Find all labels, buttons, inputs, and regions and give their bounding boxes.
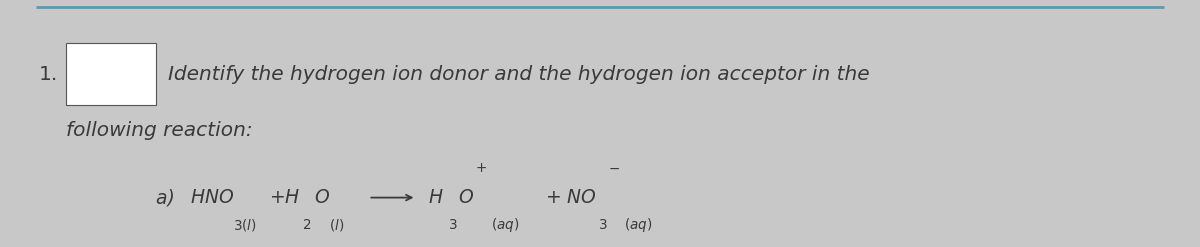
Text: $\mathit{H}$: $\mathit{H}$ [428, 188, 444, 207]
Text: $+\mathit{H}$: $+\mathit{H}$ [269, 188, 300, 207]
Text: $\mathit{HNO}$: $\mathit{HNO}$ [190, 188, 234, 207]
Text: $+\mathit{\ NO}$: $+\mathit{\ NO}$ [545, 188, 596, 207]
Text: $\mathit{2}$: $\mathit{2}$ [302, 218, 312, 232]
Text: $+$: $+$ [475, 161, 487, 175]
Text: $\mathit{(l)}$: $\mathit{(l)}$ [329, 217, 344, 233]
Text: 1.: 1. [38, 65, 58, 83]
Text: $\mathit{(aq)}$: $\mathit{(aq)}$ [624, 216, 653, 234]
Text: Identify the hydrogen ion donor and the hydrogen ion acceptor in the: Identify the hydrogen ion donor and the … [168, 65, 870, 83]
Text: $\mathit{3(l)}$: $\mathit{3(l)}$ [233, 217, 257, 233]
Text: $\mathit{O}$: $\mathit{O}$ [314, 188, 330, 207]
Text: $\mathit{O}$: $\mathit{O}$ [458, 188, 474, 207]
Text: following reaction:: following reaction: [66, 122, 253, 140]
Text: $\mathit{3}$: $\mathit{3}$ [598, 218, 607, 232]
Text: a): a) [156, 188, 181, 207]
Text: $\mathit{3}$: $\mathit{3}$ [448, 218, 457, 232]
FancyBboxPatch shape [66, 43, 156, 105]
Text: $\mathit{(aq)}$: $\mathit{(aq)}$ [491, 216, 520, 234]
Text: $-$: $-$ [608, 161, 620, 175]
